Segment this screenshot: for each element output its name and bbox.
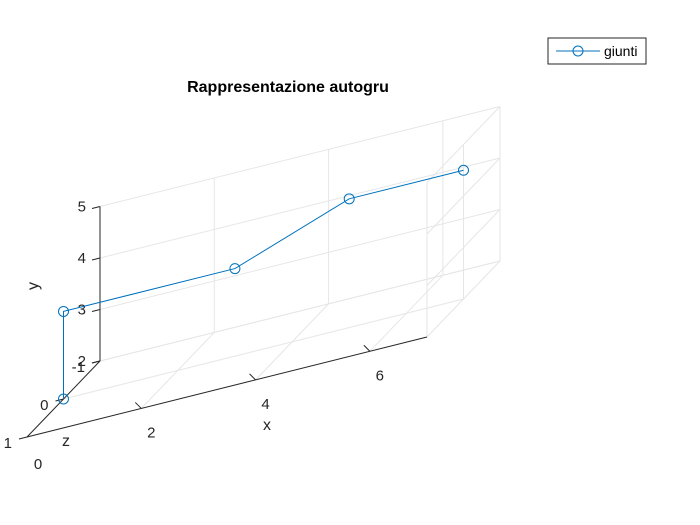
x-tick-6 [363,344,371,352]
series-marker-giunti-3 [343,193,355,205]
x-tick-label-4: 4 [261,396,269,413]
grid-back-y-3 [99,209,501,310]
x-tick-label-2: 2 [147,424,155,441]
tick-labels: 2 4 6 0 2 3 4 5 -1 0 1 [4,199,384,474]
x-tick-2 [134,402,142,409]
grid-floor-z--1 [99,260,501,362]
x-tick-label-6: 6 [376,367,384,384]
x-axis-line [26,336,428,438]
y-tick-4 [91,257,101,261]
grid-back-y-4 [99,157,501,259]
z-axis-label: z [62,433,70,450]
y-tick-3 [91,309,101,312]
z-tick-0 [55,398,64,402]
y-tick-label-3: 3 [78,302,86,319]
grid-back-y-5 [99,106,501,207]
grid-floor-z-0 [63,298,464,400]
chart-title: Rappresentazione autogru [187,79,389,96]
series-marker-giunti-0 [58,393,69,405]
z-tick-1 [18,436,28,440]
legend[interactable]: giunti [547,37,647,65]
legend-entry-giunti: giunti [604,43,637,59]
legend-marker-giunti [572,45,584,57]
x-axis-label: x [263,417,271,434]
y-tick-label-4: 4 [78,250,86,267]
z-tick--1 [91,360,101,364]
series-marker-giunti-2 [229,263,241,275]
y-axis-label: y [25,282,42,290]
tick-marks [18,206,371,440]
y-tick-5 [91,206,101,209]
z-tick-label--1: -1 [72,359,85,376]
series-marker-giunti-4 [458,164,469,176]
z-tick-label-0: 0 [40,397,48,414]
y-tick-label-5: 5 [78,199,86,216]
x-tick-4 [249,373,256,381]
z-tick-label-1: 1 [4,435,12,452]
series-layer [58,164,469,405]
series-line-giunti [63,169,464,399]
x-tick-label-origin: 0 [34,456,42,473]
y-tick-label-2: 2 [78,353,86,370]
series-marker-giunti-1 [58,305,69,317]
